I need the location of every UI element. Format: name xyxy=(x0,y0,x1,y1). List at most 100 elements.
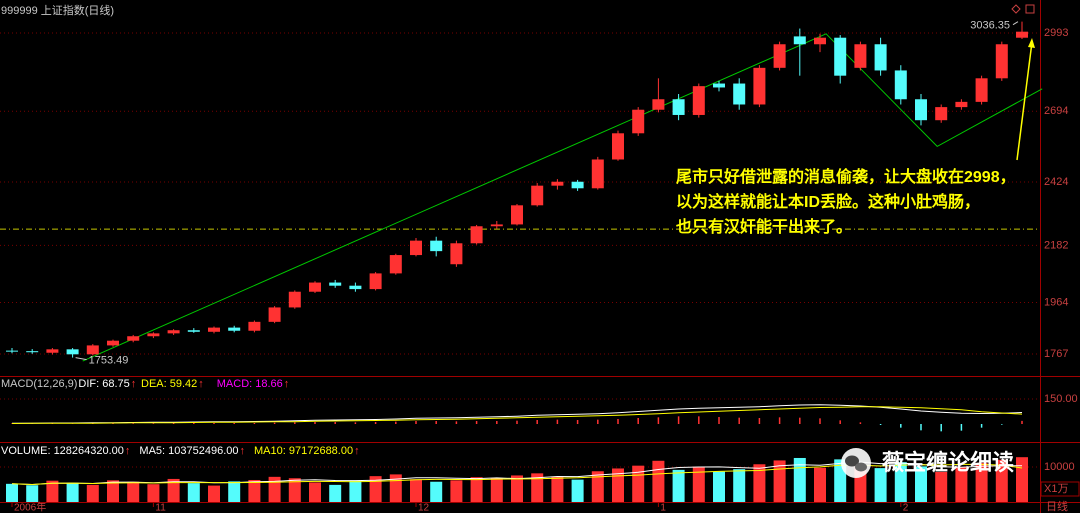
candle-body xyxy=(531,185,544,206)
legend-arrow: ↑ xyxy=(284,378,290,390)
legend-arrow: ↑ xyxy=(354,445,360,457)
legend-arrow: ↑ xyxy=(198,378,204,390)
candle-body xyxy=(793,36,806,45)
candle-body xyxy=(167,330,180,334)
annotation-arrowhead xyxy=(1028,38,1035,48)
candle-body xyxy=(733,83,746,105)
legend-arrow: ↑ xyxy=(131,378,137,390)
candle-body xyxy=(571,181,584,189)
volume-bar xyxy=(551,476,564,502)
y-tick-label: 2182 xyxy=(1044,239,1068,251)
candle-body xyxy=(490,224,503,227)
candle-body xyxy=(127,336,140,341)
period-label: 日线 xyxy=(1046,499,1068,513)
x-tick-label: 2006年 xyxy=(14,501,46,513)
volume-unit: X1万 xyxy=(1044,483,1068,495)
volume-bar xyxy=(369,476,382,502)
y-tick-label: 2424 xyxy=(1044,176,1068,188)
volume-bar xyxy=(612,468,624,502)
macd-line xyxy=(12,404,1023,424)
volume-bar xyxy=(490,477,503,502)
candle-body xyxy=(187,330,200,332)
max-pointer xyxy=(1012,21,1019,26)
candle-body xyxy=(874,44,887,71)
watermark-icon xyxy=(841,448,871,478)
volume-bar xyxy=(753,464,766,502)
candle-body xyxy=(26,351,39,353)
volume-bar xyxy=(470,477,483,502)
max-label: 3036.35 xyxy=(970,20,1010,32)
unit-box xyxy=(1040,481,1080,497)
volume-bar xyxy=(1016,457,1028,502)
volume-bar xyxy=(935,471,948,502)
volume-bar xyxy=(511,475,523,502)
volume-bar xyxy=(430,481,443,502)
candle-body xyxy=(86,345,99,355)
y-tick-label: 2694 xyxy=(1044,105,1068,117)
candle-body xyxy=(470,226,483,244)
candle-body xyxy=(66,349,79,355)
candle-body xyxy=(147,333,160,337)
volume-bar xyxy=(450,480,463,502)
candle-body xyxy=(591,159,604,189)
candle-body xyxy=(6,350,18,352)
candle-body xyxy=(995,44,1008,79)
candle-body xyxy=(975,78,988,102)
x-tick-label: 11 xyxy=(155,503,166,513)
volume-bar xyxy=(975,462,988,502)
legend-entry: MA10: 97172688.00 xyxy=(254,445,353,457)
candle-body xyxy=(511,205,523,225)
candle-body xyxy=(1016,31,1028,38)
x-tick-label: 2 xyxy=(903,503,909,513)
volume-bar xyxy=(874,468,887,502)
volume-bar xyxy=(692,466,705,502)
watermark: 薇宝缠论细读 xyxy=(882,450,1014,475)
candle-body xyxy=(450,243,463,265)
volume-bar xyxy=(309,482,321,502)
volume-bar xyxy=(127,481,140,502)
candle-body xyxy=(753,67,766,105)
candle-body xyxy=(551,181,564,186)
candle-body xyxy=(349,285,362,290)
volume-bar xyxy=(248,479,261,502)
toolbar-icon[interactable] xyxy=(1025,4,1035,14)
candle-body xyxy=(248,321,261,331)
candle-body xyxy=(329,282,342,286)
legend-arrow: ↑ xyxy=(125,445,131,457)
volume-bar xyxy=(652,460,665,502)
min-pointer xyxy=(75,357,87,361)
y-tick-label: 150.00 xyxy=(1044,393,1078,405)
volume-bar xyxy=(268,476,281,502)
volume-bar xyxy=(288,478,301,502)
candle-body xyxy=(814,37,826,45)
candle-body xyxy=(773,44,786,68)
volume-bar xyxy=(208,485,220,502)
candle-body xyxy=(410,240,422,256)
candle-body xyxy=(309,282,321,292)
legend-entry: DIF: 68.75 xyxy=(78,378,129,390)
annotation: 尾市只好借泄露的消息偷袭，让大盘收在2998， xyxy=(676,167,1016,186)
toolbar-icon[interactable] xyxy=(1011,4,1021,14)
annotation: 以为这样就能让本ID丢脸。这种小肚鸡肠， xyxy=(676,192,980,211)
candle-body xyxy=(369,273,382,290)
volume-bar xyxy=(814,467,826,502)
candle-body xyxy=(713,83,725,88)
volume-bar xyxy=(6,483,18,502)
legend-entry: VOLUME: 128264320.00 xyxy=(1,445,124,457)
legend-arrow: ↑ xyxy=(240,445,246,457)
volume-bar xyxy=(531,473,544,502)
candle-body xyxy=(268,307,281,322)
volume-bar xyxy=(773,460,786,502)
y-tick-label: 2993 xyxy=(1044,27,1068,39)
volume-bar xyxy=(894,462,907,502)
volume-bar xyxy=(389,474,402,502)
legend-title: MACD(12,26,9) xyxy=(1,378,77,390)
volume-bar xyxy=(329,484,342,502)
volume-bar xyxy=(46,480,59,502)
volume-bar xyxy=(571,479,584,502)
volume-bar xyxy=(915,466,927,502)
volume-bar xyxy=(26,485,39,502)
